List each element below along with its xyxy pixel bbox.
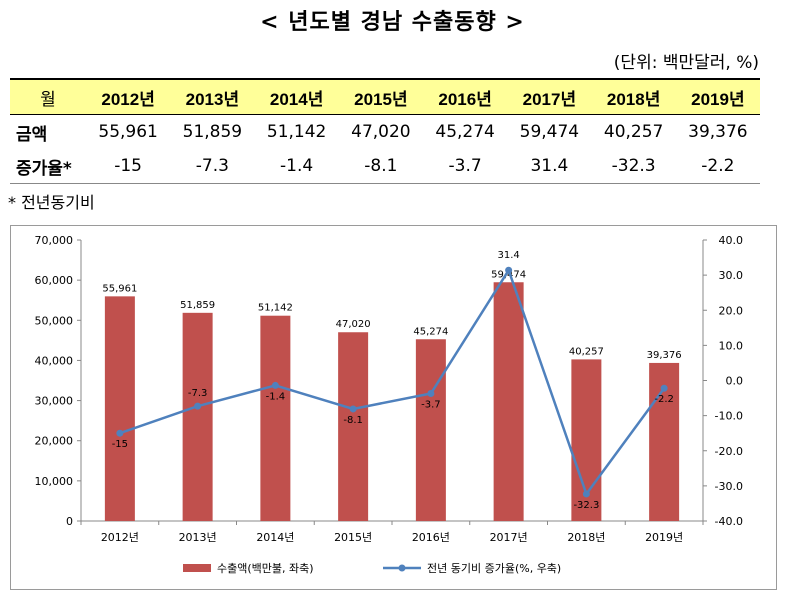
table-cell: -2.2 (675, 149, 760, 184)
x-tick-label: 2015년 (334, 531, 372, 544)
y-right-tick-label: 30.0 (719, 269, 744, 282)
table-cell: -1.4 (254, 149, 339, 184)
y-left-tick-label: 60,000 (35, 274, 74, 287)
y-left-tick-label: 20,000 (35, 435, 74, 448)
table-header-row: 월 2012년 2013년 2014년 2015년 2016년 2017년 20… (10, 78, 760, 115)
growth-point (349, 405, 357, 413)
legend-bar-swatch (183, 564, 211, 572)
growth-data-label: -7.3 (188, 388, 208, 399)
table-cell: 39,376 (688, 122, 748, 142)
y-right-tick-label: -10.0 (715, 410, 743, 423)
bar-data-label: 59,474 (491, 269, 526, 280)
table-row-label: 증가율* (10, 149, 86, 184)
y-left-tick-label: 70,000 (35, 234, 74, 247)
footnote: * 전년동기비 (8, 193, 95, 212)
table-year-header: 2012년 (86, 78, 171, 115)
growth-data-label: -3.7 (421, 399, 441, 410)
table-cell: -15 (86, 149, 171, 184)
combo-chart: 0 10,000 20,000 30,000 40,000 50,000 60,000 70,… (35, 234, 744, 575)
bar-data-label: 39,376 (647, 350, 682, 361)
table-year-header: 2015년 (338, 78, 423, 115)
table-row-amount: 금액 55,961 51,859 51,142 47,020 45,274 59… (10, 115, 760, 150)
table-row-growth: 증가율* -15 -7.3 -1.4 -8.1 -3.7 31.4 -32.3 … (10, 149, 760, 184)
y-right-tick-label: 0.0 (726, 375, 744, 388)
export-table: 월 2012년 2013년 2014년 2015년 2016년 2017년 20… (10, 78, 760, 184)
y-right-tick-label: 20.0 (719, 304, 744, 317)
bar (415, 339, 446, 521)
growth-point (194, 402, 202, 410)
y-left-tick-label: 40,000 (35, 354, 74, 367)
bar (493, 282, 524, 521)
legend-line-marker (398, 564, 406, 572)
x-tick-label: 2016년 (412, 531, 450, 544)
table-cell: 31.4 (507, 149, 592, 184)
chart-container: 0 10,000 20,000 30,000 40,000 50,000 60,000 70,… (10, 225, 777, 590)
growth-data-label: 31.4 (497, 250, 519, 261)
table-header-label: 월 (10, 78, 86, 115)
table-cell: 55,961 (98, 122, 158, 142)
x-tick-label: 2017년 (490, 531, 528, 544)
unit-label: (단위: 백만달러, %) (613, 53, 759, 73)
bar (338, 332, 369, 521)
growth-data-label: -8.1 (343, 415, 363, 426)
growth-point (116, 429, 124, 437)
y-right-tick-label: 10.0 (719, 339, 744, 352)
table-cell: 40,257 (603, 122, 664, 142)
bar-data-label: 45,274 (413, 326, 448, 337)
growth-point (505, 266, 513, 274)
table-cell: 51,859 (182, 122, 243, 142)
y-left-tick-label: 0 (66, 515, 73, 528)
legend-bar-label: 수출액(백만불, 좌축) (217, 562, 314, 575)
growth-data-label: -15 (112, 439, 128, 450)
growth-data-label: -32.3 (573, 500, 599, 511)
table-year-header: 2017년 (507, 78, 592, 115)
growth-data-label: -2.2 (654, 394, 674, 405)
table-cell: 45,274 (435, 122, 495, 142)
x-tick-label: 2019년 (645, 531, 683, 544)
table-cell: 47,020 (351, 122, 411, 142)
growth-data-label: -1.4 (266, 391, 286, 402)
x-tick-label: 2012년 (101, 531, 139, 544)
table-cell: -3.7 (423, 149, 508, 184)
growth-point (271, 381, 279, 389)
growth-point (582, 490, 590, 498)
y-left-tick-label: 30,000 (35, 395, 74, 408)
x-tick-label: 2013년 (179, 531, 217, 544)
y-left-tick-label: 10,000 (35, 475, 74, 488)
y-right-tick-label: 40.0 (719, 234, 744, 247)
x-tick-label: 2018년 (567, 531, 605, 544)
growth-point (427, 389, 435, 397)
bar-data-label: 40,257 (569, 346, 604, 357)
table-cell: -32.3 (591, 149, 676, 184)
bar (260, 315, 291, 521)
table-cell: -8.1 (338, 149, 423, 184)
y-left-tick-label: 50,000 (35, 314, 74, 327)
bar (104, 296, 135, 521)
table-year-header: 2013년 (170, 78, 255, 115)
legend-line-label: 전년 동기비 증가율(%, 우축) (427, 562, 561, 575)
table-year-header: 2018년 (591, 78, 676, 115)
y-right-tick-label: -30.0 (715, 480, 743, 493)
table-cell: -7.3 (170, 149, 255, 184)
table-year-header: 2014년 (254, 78, 339, 115)
table-cell: 51,142 (266, 122, 327, 142)
page-title: < 년도별 경남 수출동향 > (260, 9, 525, 35)
bar-data-label: 51,142 (258, 303, 293, 314)
table-row-label: 금액 (16, 124, 48, 145)
bar (182, 312, 213, 521)
bar-data-label: 51,859 (180, 300, 215, 311)
table-year-header: 2019년 (675, 78, 760, 115)
growth-point (660, 384, 668, 392)
bar-data-label: 47,020 (336, 319, 371, 330)
growth-line (119, 267, 666, 497)
table-year-header: 2016년 (423, 78, 508, 115)
y-right-tick-label: -40.0 (715, 515, 743, 528)
table-cell: 59,474 (519, 122, 580, 142)
y-right-tick-label: -20.0 (715, 445, 743, 458)
bar-data-label: 55,961 (102, 283, 137, 294)
x-tick-label: 2014년 (256, 531, 294, 544)
